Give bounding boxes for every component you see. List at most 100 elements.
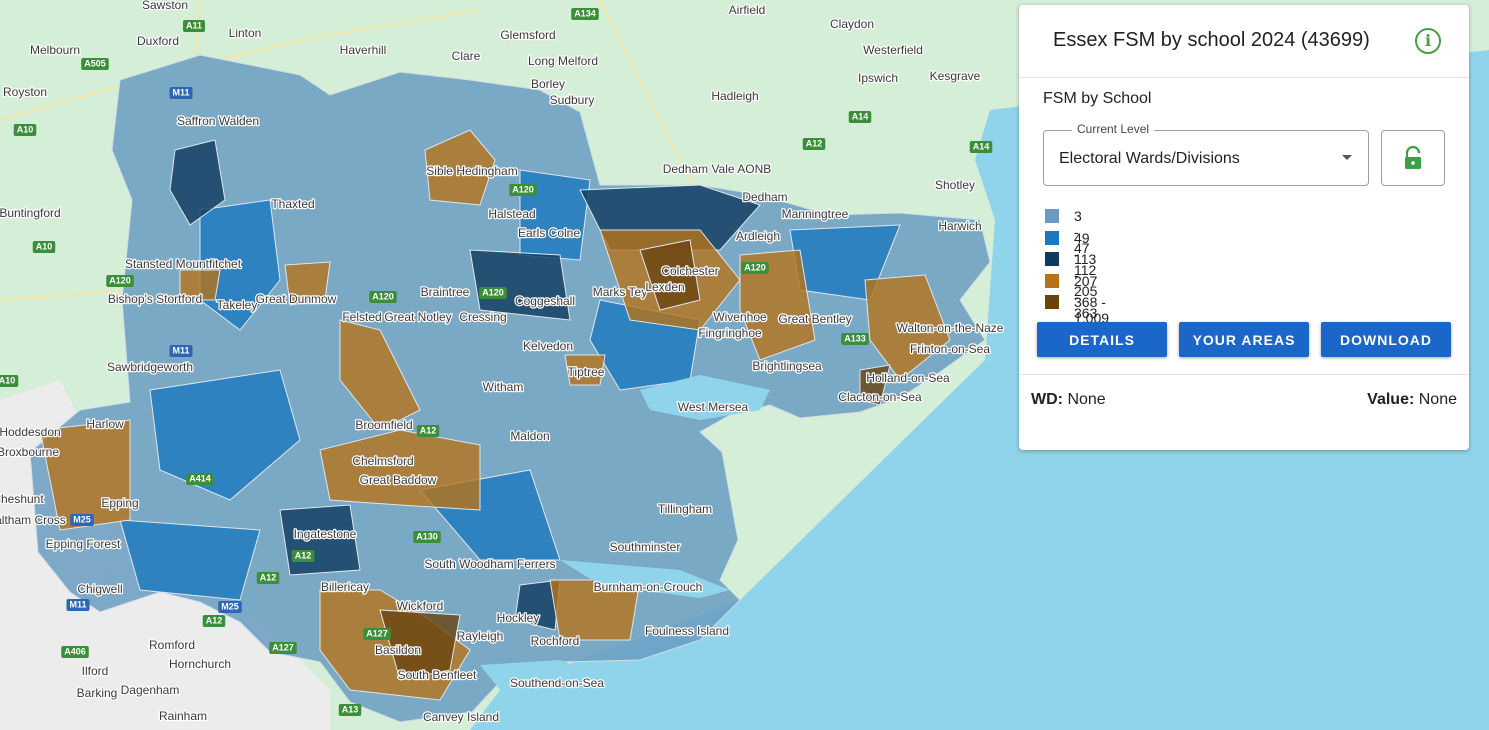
level-select[interactable]: Current Level Electoral Wards/Divisions — [1043, 122, 1369, 186]
road-label: A12 — [260, 572, 277, 582]
road-shield — [369, 291, 397, 303]
place-label: Tillingham — [658, 502, 712, 516]
place-label: Long Melford — [528, 54, 598, 68]
road-label: M11 — [172, 87, 189, 97]
place-label: Broomfield — [355, 418, 412, 432]
lock-icon — [1405, 145, 1421, 169]
place-label: Kesgrave — [930, 69, 981, 83]
place-label: Holland-on-Sea — [866, 371, 950, 385]
action-button[interactable]: DOWNLOAD — [1321, 322, 1451, 357]
info-button[interactable]: i — [1415, 28, 1441, 54]
place-label: Thaxted — [271, 197, 314, 211]
road-label: A134 — [574, 8, 596, 18]
place-label: Wickford — [397, 599, 444, 613]
place-label: Glemsford — [500, 28, 555, 42]
place-label: Lexden — [645, 280, 684, 294]
place-label: Harwich — [938, 219, 981, 233]
place-label: Broxbourne — [0, 445, 59, 459]
place-label: Takeley — [217, 298, 258, 312]
road-shield — [61, 646, 89, 658]
road-shield — [479, 287, 507, 299]
road-label: M11 — [172, 345, 189, 355]
place-label: Fingringhoe — [698, 326, 762, 340]
place-label: Great Dunmow — [256, 292, 337, 306]
action-button[interactable]: YOUR AREAS — [1179, 322, 1309, 357]
place-label: Melbourn — [30, 43, 80, 57]
legend-label: 49 - 112 — [1074, 229, 1097, 278]
divider — [1019, 374, 1469, 375]
legend-swatch — [1045, 209, 1059, 223]
road-label: A11 — [186, 20, 202, 30]
place-label: Billericay — [321, 580, 369, 594]
place-label: Sible Hedingham — [426, 164, 517, 178]
area — [319, 429, 481, 511]
road-shield — [256, 572, 280, 584]
place-label: Basildon — [375, 643, 421, 657]
area — [519, 169, 591, 261]
place-label: Sawston — [142, 0, 188, 12]
place-label: Borley — [531, 77, 565, 91]
area — [119, 519, 261, 601]
area — [564, 354, 606, 386]
road-shield — [363, 628, 391, 640]
place-label: Southminster — [610, 540, 681, 554]
place-label: Sudbury — [550, 93, 595, 107]
road-shield — [848, 111, 872, 123]
place-label: Romford — [149, 638, 195, 652]
road-label: A14 — [973, 141, 990, 151]
place-label: Duxford — [137, 34, 179, 48]
field-value: None — [1418, 391, 1457, 408]
place-label: Braintree — [421, 285, 470, 299]
road-shield — [571, 8, 599, 20]
place-label: Rainham — [159, 709, 207, 723]
road-label: A10 — [36, 241, 53, 251]
road-shield — [81, 58, 109, 70]
place-label: Ilford — [82, 664, 109, 678]
place-label: Manningtree — [782, 207, 849, 221]
road-label: M11 — [69, 599, 86, 609]
road-shield — [0, 375, 19, 387]
place-label: Clacton-on-Sea — [838, 390, 922, 404]
road-shield — [202, 615, 226, 627]
place-label: Dedham — [742, 190, 787, 204]
place-label: Linton — [229, 26, 262, 40]
road-label: A10 — [0, 375, 15, 385]
road-label: A120 — [482, 287, 504, 297]
road-shield — [969, 141, 993, 153]
road-shield — [413, 531, 441, 543]
area — [469, 249, 571, 321]
lock-button[interactable] — [1381, 130, 1445, 186]
place-label: Coggeshall — [515, 294, 575, 308]
road-shield — [182, 20, 206, 32]
action-button[interactable]: DETAILS — [1037, 322, 1167, 357]
road-label: A12 — [295, 550, 312, 560]
road-shield — [32, 241, 56, 253]
place-label: Halstead — [488, 207, 535, 221]
place-label: Epping — [101, 496, 138, 510]
road-shield — [218, 601, 242, 613]
panel-title: Essex FSM by school 2024 (43699) — [1053, 29, 1370, 51]
area — [379, 609, 461, 681]
place-label: Chelmsford — [352, 454, 413, 468]
dropdown-caret — [1342, 155, 1352, 160]
place-label: Canvey Island — [423, 710, 499, 724]
road-shield — [841, 333, 869, 345]
place-label: Hockley — [497, 611, 540, 625]
place-label: Brightlingsea — [752, 359, 822, 373]
area — [859, 364, 891, 406]
place-label: Rochford — [531, 634, 580, 648]
place-label: Ipswich — [858, 71, 898, 85]
place-label: Cheshunt — [0, 492, 44, 506]
estuary — [640, 375, 770, 420]
place-label: Marks Tey — [593, 285, 647, 299]
place-label: Colchester — [661, 264, 718, 278]
legend-label: 207 - 363 — [1074, 272, 1098, 321]
road-label: A406 — [64, 646, 86, 656]
road-shield — [269, 642, 297, 654]
road-label: A130 — [416, 531, 438, 541]
road-shield — [338, 704, 362, 716]
place-label: Claydon — [830, 17, 874, 31]
place-label: Shotley — [935, 178, 975, 192]
place-label: Barking — [77, 686, 118, 700]
area — [284, 261, 331, 306]
